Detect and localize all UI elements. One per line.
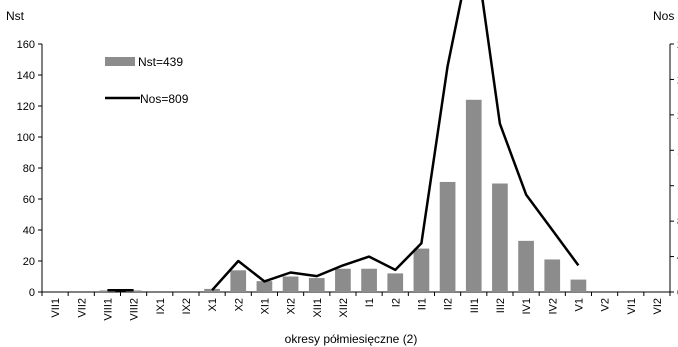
x-tick-label: XII1	[312, 298, 324, 318]
x-tick-label: VIII2	[129, 298, 141, 321]
y-tick-label: 0	[29, 287, 35, 299]
x-tick-label: IX2	[181, 298, 193, 315]
y-tick-label: 60	[23, 194, 35, 206]
y-tick-label: 140	[17, 70, 35, 82]
bar	[544, 259, 561, 292]
x-tick-label: IX1	[155, 298, 167, 315]
x-tick-label: IV2	[547, 298, 559, 315]
x-tick-label: XII2	[338, 298, 350, 318]
x-tick-label: VII2	[76, 298, 88, 318]
y-tick-label: 100	[17, 132, 35, 144]
bar	[439, 181, 456, 292]
x-tick-label: XI1	[259, 298, 271, 315]
bar	[282, 276, 299, 292]
legend-label: Nos=809	[140, 92, 189, 106]
line-series	[107, 0, 580, 292]
x-tick-label: VI2	[652, 298, 664, 315]
tick-labels: 0204060801001201401600408012016020024028…	[17, 39, 678, 321]
axes	[38, 43, 674, 296]
x-axis-title: okresy półmiesięczne (2)	[285, 332, 418, 346]
x-tick-label: IV1	[521, 298, 533, 315]
bar	[518, 240, 534, 292]
bar	[230, 270, 247, 292]
bar	[335, 268, 351, 292]
bar	[387, 273, 404, 292]
bar	[413, 248, 430, 292]
x-tick-label: X1	[207, 298, 219, 311]
x-tick-label: VI1	[626, 298, 638, 315]
bar	[204, 288, 220, 292]
y-tick-label: 80	[23, 163, 35, 175]
bar	[256, 281, 273, 292]
x-tick-label: V2	[600, 298, 612, 311]
legend-label: Nst=439	[138, 55, 183, 69]
bar	[465, 99, 482, 292]
legend-swatch-bar	[105, 57, 135, 66]
y-tick-label: 40	[23, 225, 35, 237]
legend: Nst=439 Nos=809	[105, 55, 189, 106]
y2-axis-title: Nos	[653, 9, 674, 23]
x-tick-label: I1	[364, 298, 376, 307]
x-tick-label: VIII1	[102, 298, 114, 321]
x-tick-label: I2	[390, 298, 402, 307]
y-tick-label: 20	[23, 256, 35, 268]
y-tick-label: 160	[17, 39, 35, 51]
bar	[570, 279, 587, 292]
bar-series	[99, 99, 587, 292]
x-tick-label: XI2	[286, 298, 298, 315]
y-axis-title: Nst	[6, 9, 25, 23]
x-tick-label: III1	[469, 298, 481, 313]
bar	[361, 268, 377, 292]
x-tick-label: II2	[443, 298, 455, 310]
bar	[492, 183, 508, 292]
x-tick-label: VII1	[50, 298, 62, 318]
x-tick-label: II1	[416, 298, 428, 310]
x-tick-label: X2	[233, 298, 245, 311]
y-tick-label: 120	[17, 101, 35, 113]
bar	[308, 278, 325, 292]
x-tick-label: V1	[573, 298, 585, 311]
x-tick-label: III2	[495, 298, 507, 313]
series-line	[211, 0, 580, 292]
